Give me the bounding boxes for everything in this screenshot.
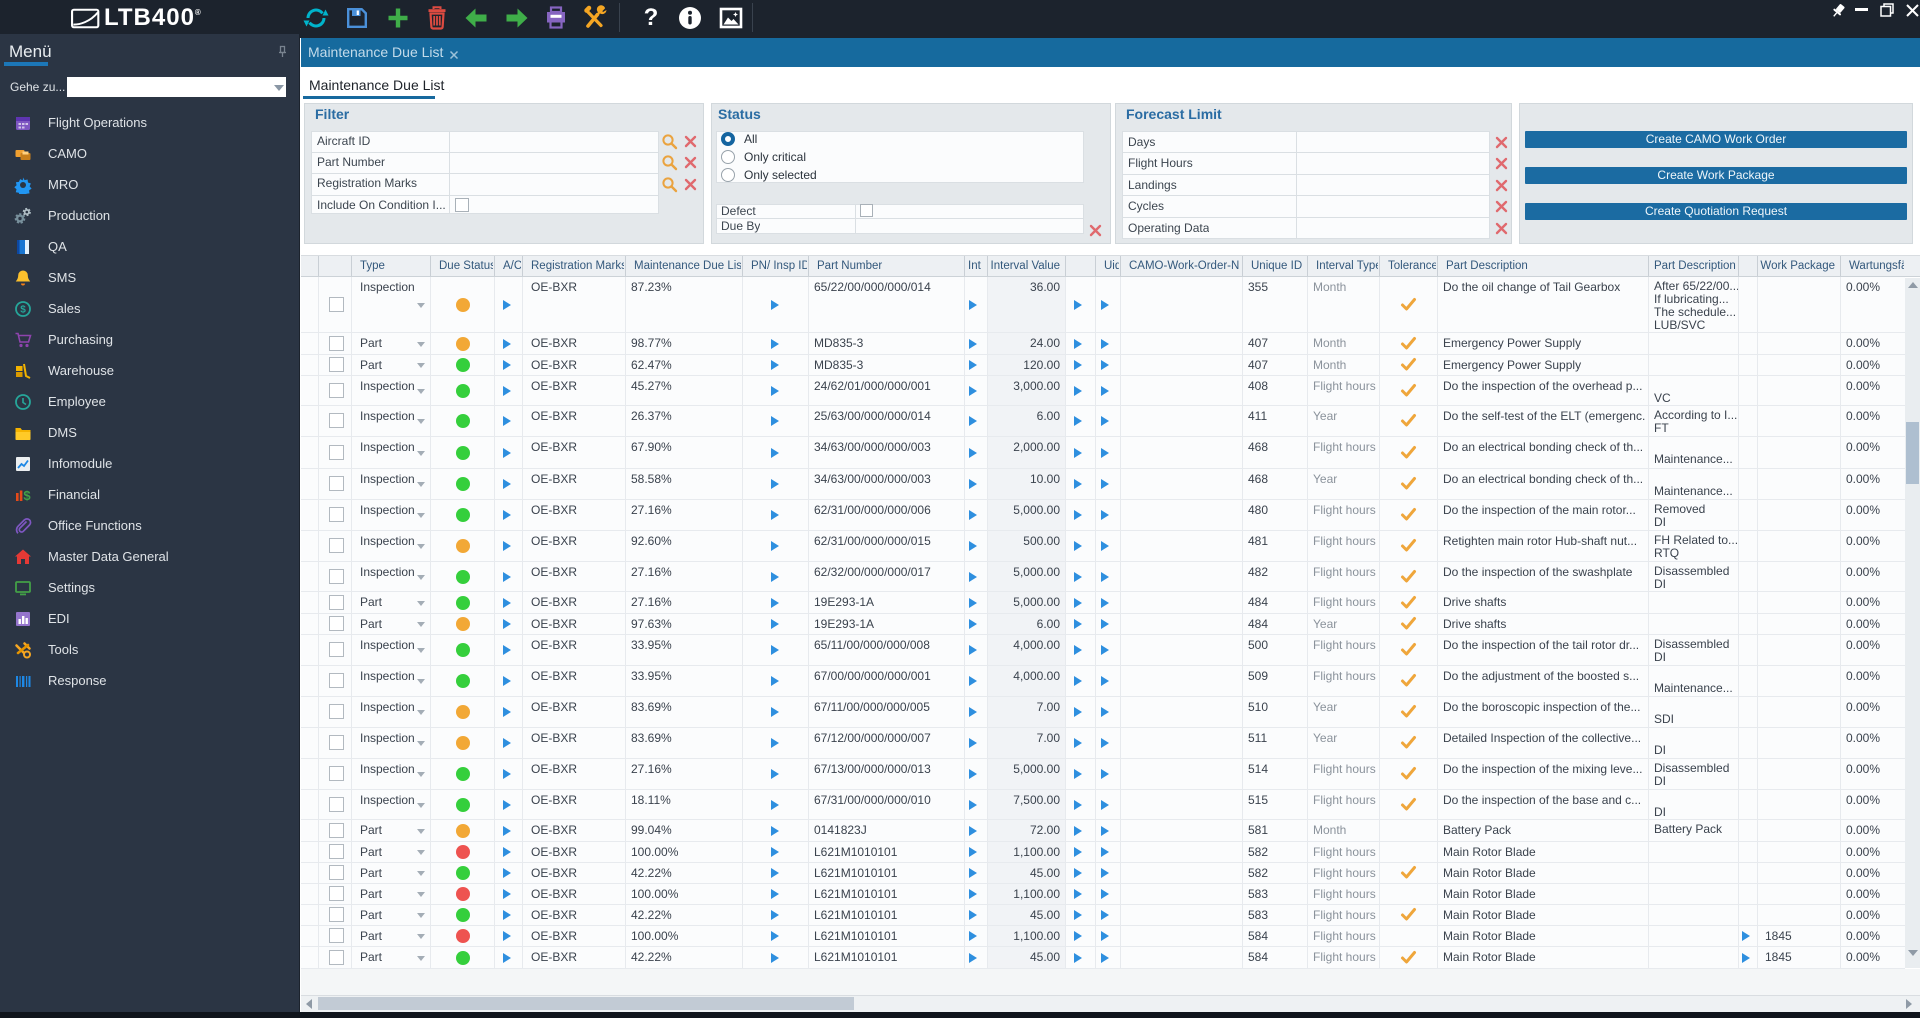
svg-text:$: $ — [23, 488, 31, 503]
svg-text:$: $ — [20, 305, 26, 316]
